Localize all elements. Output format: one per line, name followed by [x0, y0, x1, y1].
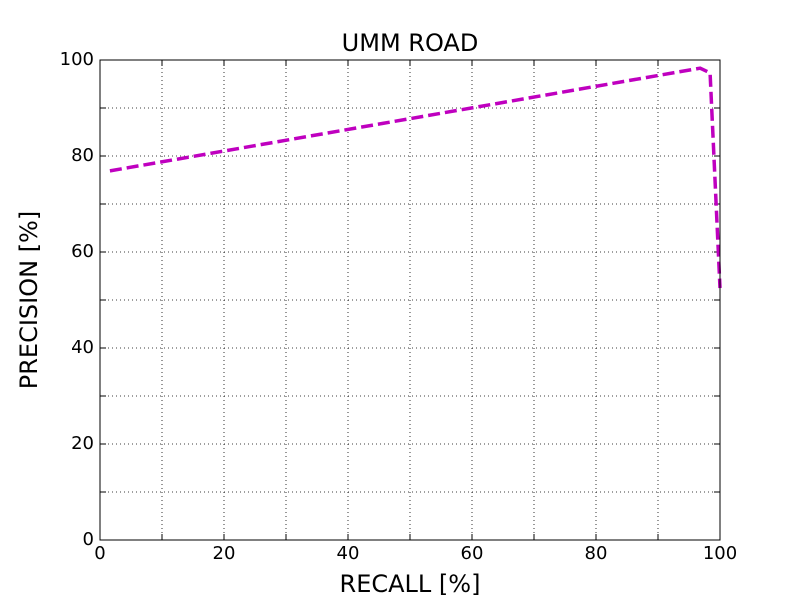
- plot-frame: [99, 59, 721, 541]
- x-tick-label: 0: [94, 543, 105, 564]
- y-tick-label: 40: [71, 337, 94, 358]
- x-tick-label: 100: [703, 543, 737, 564]
- y-tick-label: 20: [71, 433, 94, 454]
- x-tick-label: 40: [337, 543, 360, 564]
- x-tick-label: 80: [585, 543, 608, 564]
- y-tick-label: 80: [71, 145, 94, 166]
- x-tick-label: 60: [461, 543, 484, 564]
- x-axis-label: RECALL [%]: [340, 570, 481, 598]
- y-axis-label: PRECISION [%]: [15, 211, 43, 389]
- y-tick-label: 60: [71, 241, 94, 262]
- y-tick-label: 100: [60, 49, 94, 70]
- data-line: [109, 66, 722, 289]
- x-tick-label: 20: [213, 543, 236, 564]
- chart-title: UMM ROAD: [342, 29, 479, 57]
- y-tick-label: 0: [83, 529, 94, 550]
